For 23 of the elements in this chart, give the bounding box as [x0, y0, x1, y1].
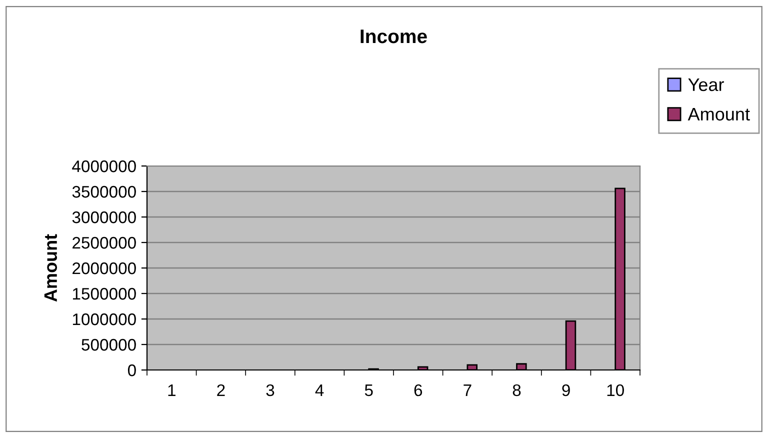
- y-tick-label: 0: [128, 364, 136, 376]
- legend-label: Amount: [688, 108, 750, 121]
- y-tick-label: 1500000: [72, 288, 136, 300]
- x-tick-label: 1: [168, 384, 176, 396]
- x-tick-label: 7: [464, 384, 472, 396]
- x-tick-label: 8: [512, 384, 521, 396]
- y-tick-label: 2500000: [72, 236, 136, 249]
- x-tick-label: 6: [414, 384, 422, 396]
- y-tick-label: 3000000: [72, 211, 136, 224]
- legend-label: Year: [688, 78, 724, 92]
- x-tick-label: 4: [315, 384, 324, 396]
- y-tick-label: 2000000: [72, 262, 136, 274]
- x-tick-label: 5: [364, 384, 373, 396]
- x-tick-label: 10: [607, 384, 624, 396]
- x-tick-label: 3: [266, 384, 274, 396]
- x-tick-label: 9: [562, 384, 570, 396]
- chart-title: Income: [360, 30, 427, 44]
- x-tick-label: 2: [217, 384, 225, 396]
- y-tick-label: 4000000: [72, 160, 136, 172]
- y-axis-title: Amount: [44, 234, 58, 302]
- y-tick-label: 1000000: [72, 313, 136, 326]
- y-tick-label: 3500000: [72, 186, 136, 198]
- y-tick-label: 500000: [82, 338, 136, 351]
